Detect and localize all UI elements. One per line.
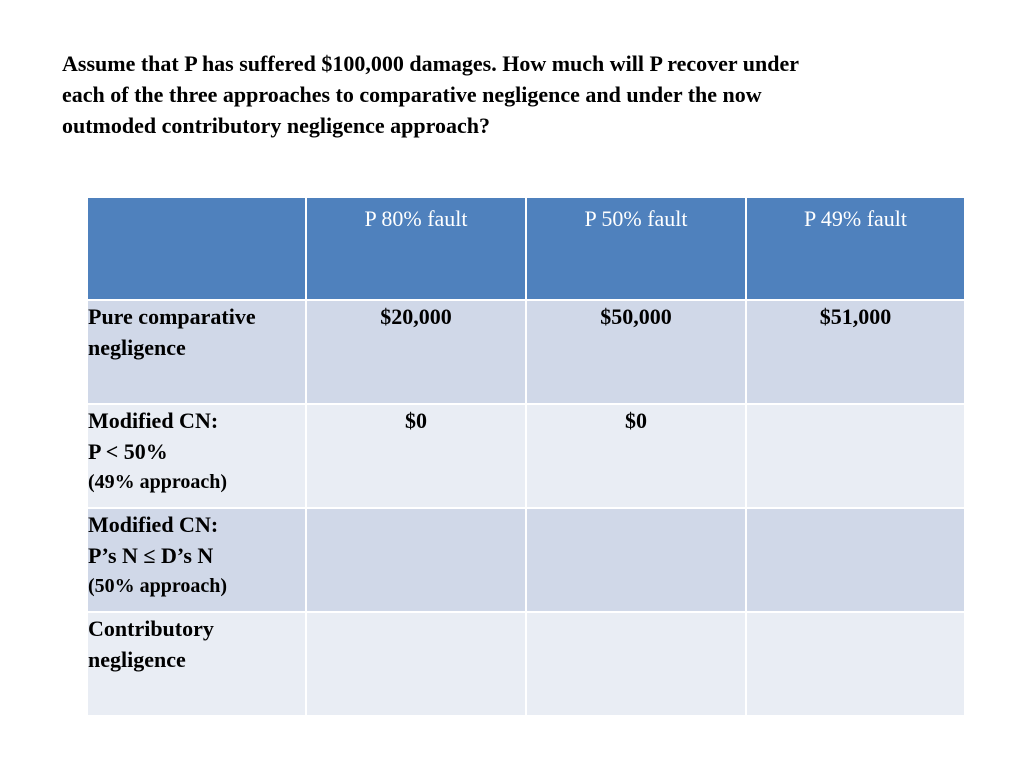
row-label-line: Contributory [88, 616, 214, 641]
cell-mod50-p49 [745, 507, 966, 613]
row-label-line: negligence [88, 335, 186, 360]
recovery-table: P 80% fault P 50% fault P 49% fault Pure… [86, 196, 966, 717]
row-label-line: P < 50% [88, 439, 168, 464]
question-line: each of the three approaches to comparat… [62, 82, 762, 107]
table-row-contributory: Contributory negligence [86, 611, 966, 717]
question-text: Assume that P has suffered $100,000 dama… [62, 48, 962, 141]
question-line: outmoded contributory negligence approac… [62, 113, 490, 138]
cell-mod49-p49 [745, 403, 966, 509]
cell-pure-p50: $50,000 [525, 299, 747, 405]
row-label-line: P’s N ≤ D’s N [88, 543, 214, 568]
cell-contrib-p50 [525, 611, 747, 717]
row-label-line: Modified CN: [88, 408, 219, 433]
header-p50-fault: P 50% fault [525, 196, 747, 301]
header-p49-fault: P 49% fault [745, 196, 966, 301]
table-row-pure-comparative: Pure comparative negligence $20,000 $50,… [86, 299, 966, 405]
table-header-row: P 80% fault P 50% fault P 49% fault [86, 196, 966, 301]
cell-mod50-p50 [525, 507, 747, 613]
cell-mod50-p80 [305, 507, 527, 613]
row-label-modified-49: Modified CN: P < 50% (49% approach) [86, 403, 307, 509]
row-label-line: Pure comparative [88, 304, 256, 329]
row-label-pure-comparative: Pure comparative negligence [86, 299, 307, 405]
row-label-modified-50: Modified CN: P’s N ≤ D’s N (50% approach… [86, 507, 307, 613]
question-line: Assume that P has suffered $100,000 dama… [62, 51, 799, 76]
header-empty-cell [86, 196, 307, 301]
cell-pure-p49: $51,000 [745, 299, 966, 405]
row-label-line: (50% approach) [88, 575, 228, 597]
row-label-contributory: Contributory negligence [86, 611, 307, 717]
row-label-line: Modified CN: [88, 512, 219, 537]
row-label-line: (49% approach) [88, 471, 228, 493]
table-row-modified-50: Modified CN: P’s N ≤ D’s N (50% approach… [86, 507, 966, 613]
row-label-line: negligence [88, 647, 186, 672]
cell-mod49-p80: $0 [305, 403, 527, 509]
header-p80-fault: P 80% fault [305, 196, 527, 301]
table-row-modified-49: Modified CN: P < 50% (49% approach) $0 $… [86, 403, 966, 509]
cell-contrib-p80 [305, 611, 527, 717]
cell-contrib-p49 [745, 611, 966, 717]
cell-pure-p80: $20,000 [305, 299, 527, 405]
cell-mod49-p50: $0 [525, 403, 747, 509]
